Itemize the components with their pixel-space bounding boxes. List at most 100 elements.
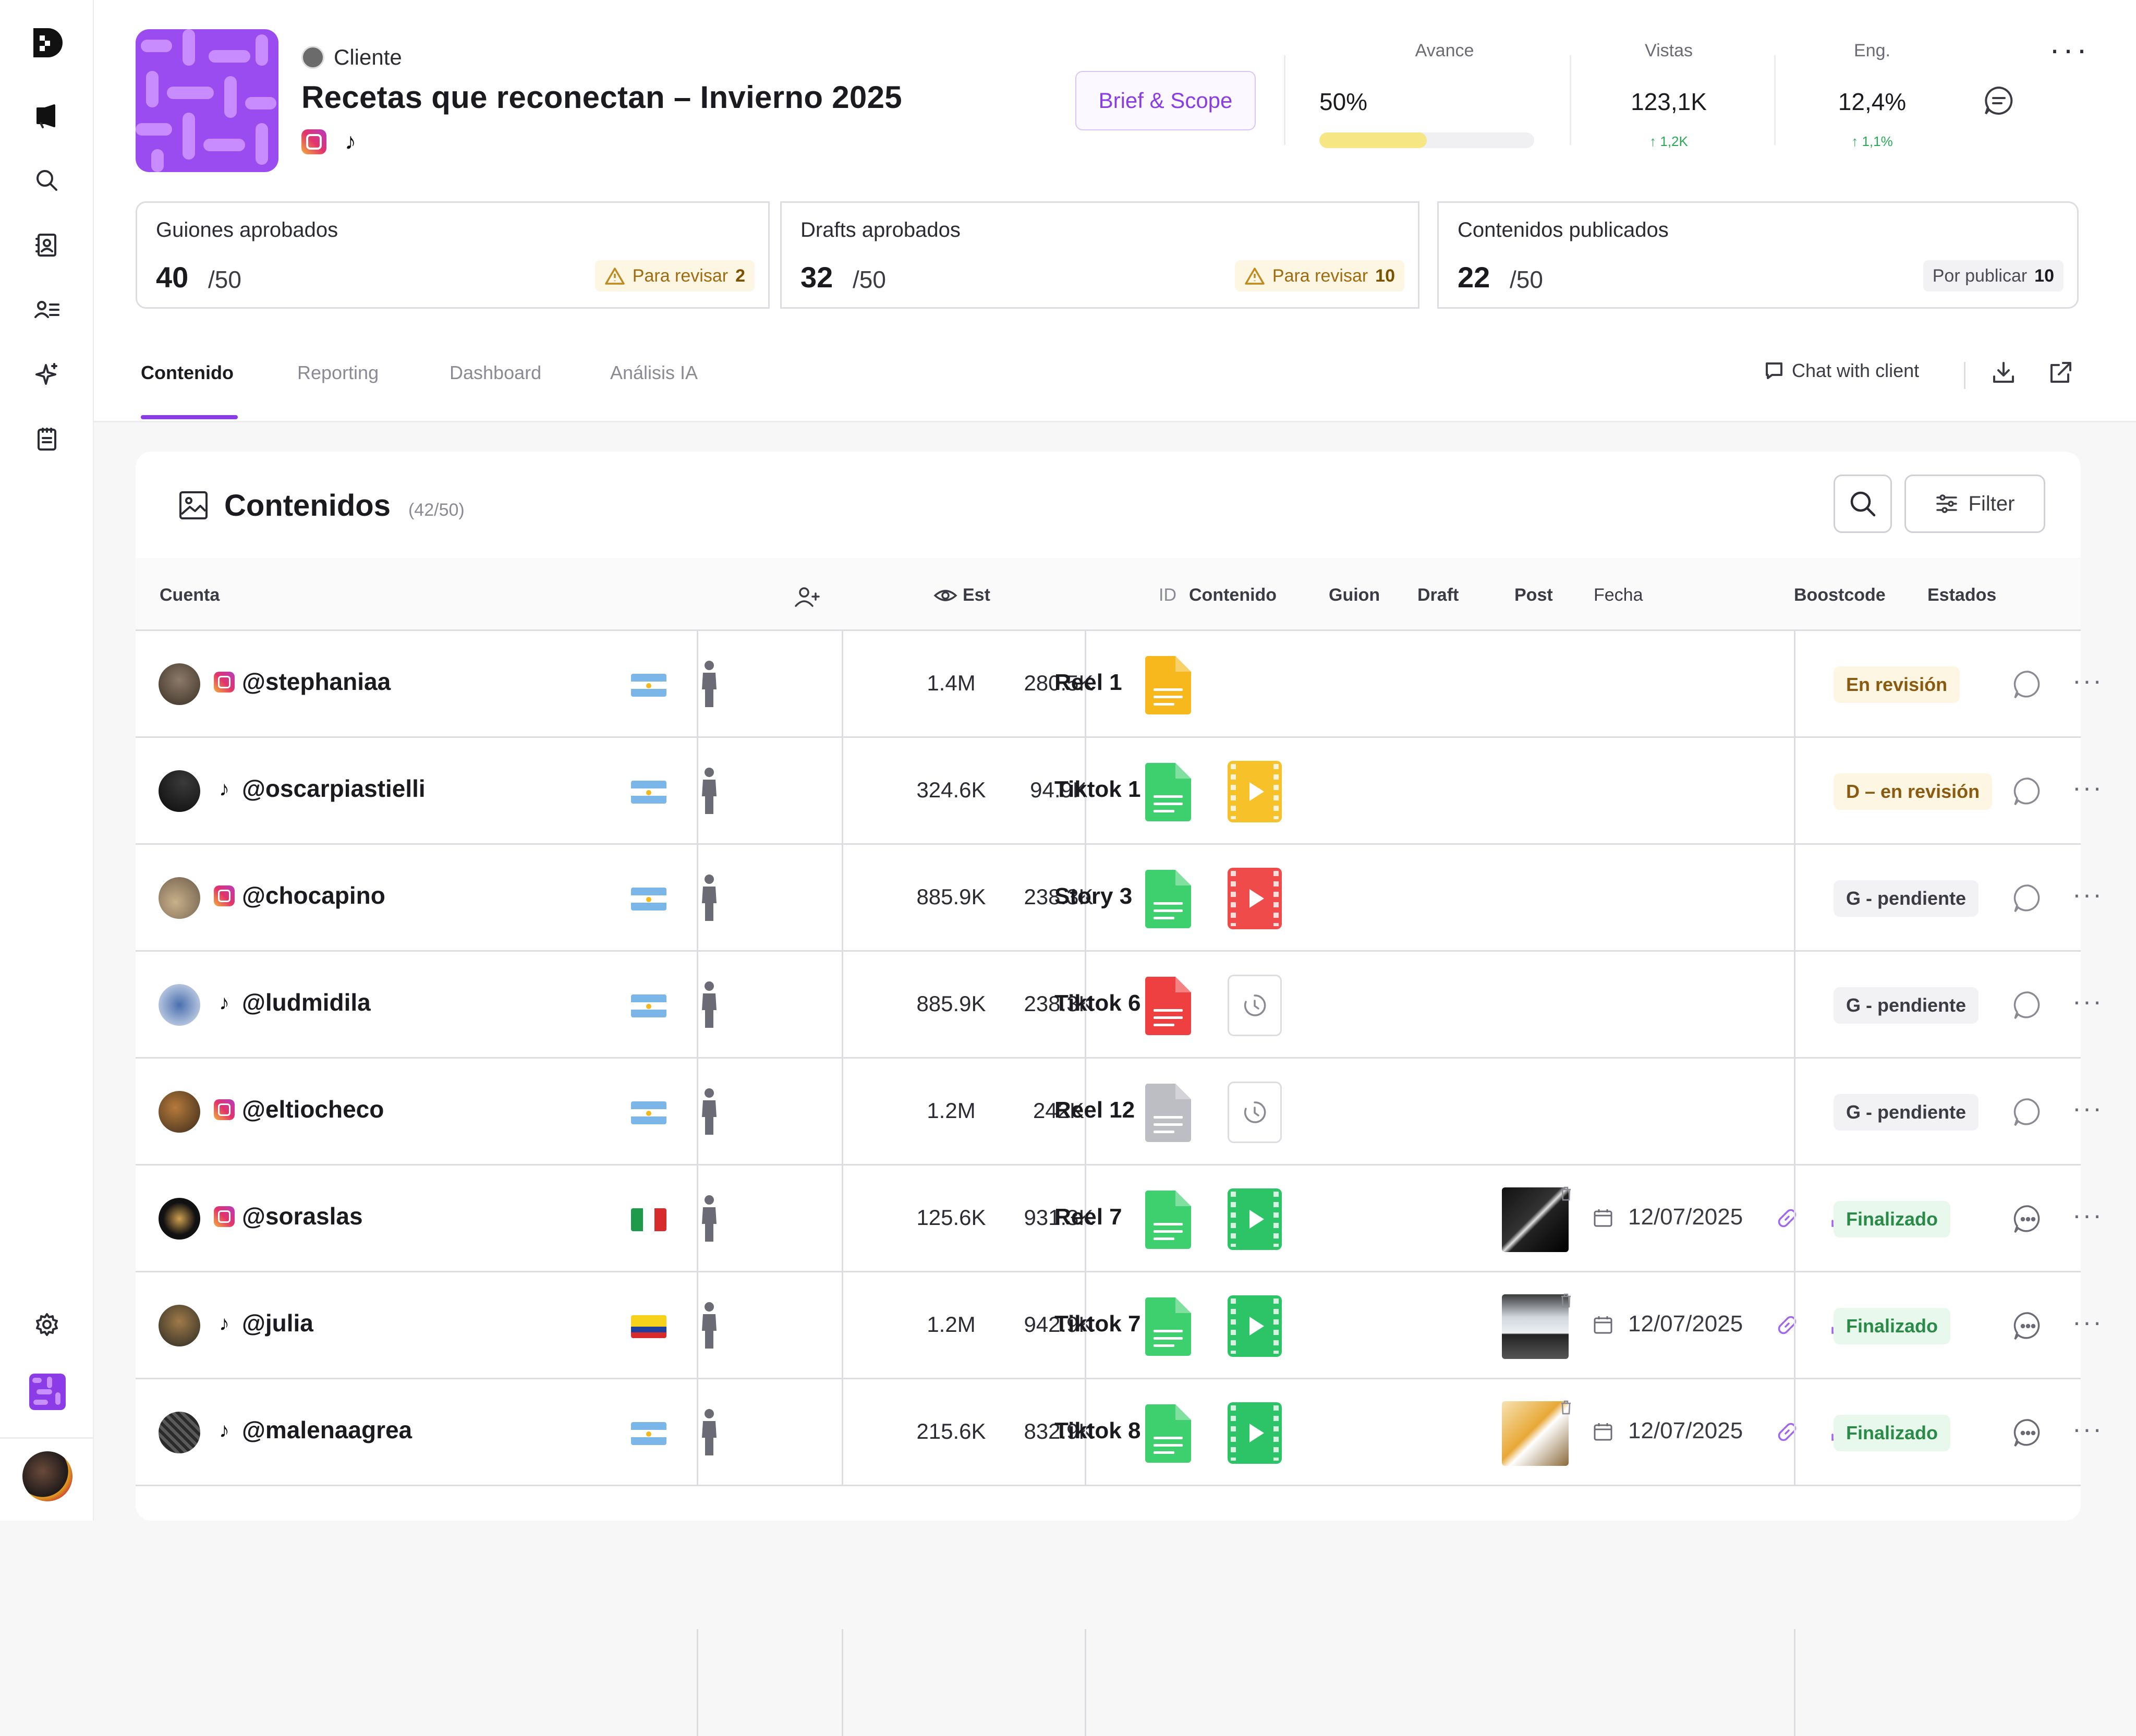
content-name[interactable]: Reel 7 — [1054, 1204, 1122, 1230]
content-name[interactable]: Reel 12 — [1054, 1097, 1135, 1123]
draft-video-icon[interactable] — [1228, 1402, 1282, 1464]
link-icon[interactable] — [1775, 1420, 1799, 1444]
clipboard-icon[interactable] — [32, 424, 62, 454]
account-handle[interactable]: @soraslas — [242, 1203, 363, 1230]
gear-icon[interactable] — [32, 1310, 62, 1339]
stage-guiones[interactable]: Guiones aprobados 40 /50 Para revisar 2 — [136, 201, 770, 309]
comment-empty-icon[interactable] — [2013, 776, 2043, 807]
trash-icon[interactable] — [1559, 1292, 1573, 1308]
content-name[interactable]: Tiktok 6 — [1054, 990, 1141, 1016]
guion-doc-icon[interactable] — [1143, 654, 1193, 715]
account-avatar[interactable] — [159, 1198, 200, 1240]
col-id[interactable]: ID — [1159, 585, 1176, 605]
guion-doc-icon[interactable] — [1143, 868, 1193, 929]
status-badge[interactable]: G - pendiente — [1834, 1094, 1979, 1131]
guion-doc-icon[interactable] — [1143, 761, 1193, 822]
draft-video-icon[interactable] — [1228, 1188, 1282, 1250]
trash-icon[interactable] — [1559, 1185, 1573, 1201]
account-avatar[interactable] — [159, 1412, 200, 1453]
row-more-icon[interactable]: ··· — [2072, 1414, 2103, 1443]
content-name[interactable]: Tiktok 1 — [1054, 776, 1141, 802]
app-logo[interactable] — [29, 25, 65, 60]
download-icon[interactable] — [1990, 359, 2017, 386]
users-list-icon[interactable] — [32, 295, 62, 324]
tab-contenido[interactable]: Contenido — [141, 362, 234, 383]
comment-empty-icon[interactable] — [2013, 670, 2043, 700]
tab-analisis-ia[interactable]: Análisis IA — [610, 362, 698, 383]
content-name[interactable]: Tiktok 8 — [1054, 1418, 1141, 1443]
account-handle[interactable]: @malenaagrea — [242, 1416, 412, 1443]
draft-video-icon[interactable] — [1228, 1295, 1282, 1357]
chat-with-client-button[interactable]: Chat with client — [1764, 360, 1919, 382]
account-handle[interactable]: @eltiocheco — [242, 1096, 384, 1123]
sparkle-icon[interactable] — [32, 360, 62, 389]
tab-reporting[interactable]: Reporting — [297, 362, 379, 383]
draft-video-icon[interactable] — [1228, 761, 1282, 822]
contacts-icon[interactable] — [32, 230, 62, 260]
row-more-icon[interactable]: ··· — [2072, 1200, 2103, 1230]
chat-bubble-icon[interactable] — [1983, 84, 2015, 117]
col-cuenta[interactable]: Cuenta — [160, 585, 220, 605]
post-thumbnail[interactable] — [1502, 1187, 1569, 1252]
status-badge[interactable]: En revisión — [1834, 666, 1960, 703]
draft-pending[interactable] — [1228, 975, 1282, 1036]
draft-pending[interactable] — [1228, 1082, 1282, 1143]
review-badge[interactable]: Para revisar 10 — [1234, 260, 1404, 292]
draft-video-icon[interactable] — [1228, 868, 1282, 929]
tab-dashboard[interactable]: Dashboard — [450, 362, 542, 383]
row-more-icon[interactable]: ··· — [2072, 666, 2103, 695]
row-more-icon[interactable]: ··· — [2072, 987, 2103, 1016]
status-badge[interactable]: D – en revisión — [1834, 773, 1993, 810]
workspace-logo[interactable] — [29, 1374, 66, 1410]
more-options-icon[interactable]: ··· — [2049, 32, 2090, 67]
post-thumbnail[interactable] — [1502, 1294, 1569, 1359]
col-estados[interactable]: Estados — [1927, 585, 1997, 605]
account-handle[interactable]: @stephaniaa — [242, 668, 391, 695]
comment-empty-icon[interactable] — [2013, 883, 2043, 914]
col-draft[interactable]: Draft — [1417, 585, 1459, 605]
col-guion[interactable]: Guion — [1329, 585, 1380, 605]
search-button[interactable] — [1834, 475, 1892, 533]
status-badge[interactable]: Finalizado — [1834, 1415, 1951, 1451]
account-avatar[interactable] — [159, 984, 200, 1026]
guion-doc-icon[interactable] — [1143, 1295, 1193, 1357]
account-avatar[interactable] — [159, 877, 200, 919]
content-name[interactable]: Story 3 — [1054, 883, 1133, 909]
col-followers[interactable] — [794, 585, 821, 613]
col-est[interactable]: Est — [933, 585, 990, 605]
account-avatar[interactable] — [159, 1091, 200, 1133]
content-name[interactable]: Tiktok 7 — [1054, 1311, 1141, 1337]
comments-icon[interactable] — [2013, 1418, 2043, 1448]
row-more-icon[interactable]: ··· — [2072, 880, 2103, 909]
account-avatar[interactable] — [159, 1305, 200, 1346]
guion-doc-icon[interactable] — [1143, 1188, 1193, 1250]
row-more-icon[interactable]: ··· — [2072, 773, 2103, 802]
comment-empty-icon[interactable] — [2013, 1097, 2043, 1127]
review-badge[interactable]: Para revisar 2 — [594, 260, 755, 292]
publish-badge[interactable]: Por publicar 10 — [1923, 260, 2064, 292]
filter-button[interactable]: Filter — [1904, 475, 2045, 533]
status-badge[interactable]: Finalizado — [1834, 1201, 1951, 1237]
status-badge[interactable]: Finalizado — [1834, 1308, 1951, 1344]
share-icon[interactable] — [2047, 359, 2074, 386]
user-avatar[interactable] — [21, 1450, 74, 1503]
col-post[interactable]: Post — [1514, 585, 1553, 605]
status-badge[interactable]: G - pendiente — [1834, 880, 1979, 917]
account-avatar[interactable] — [159, 663, 200, 705]
row-more-icon[interactable]: ··· — [2072, 1307, 2103, 1337]
guion-doc-icon[interactable] — [1143, 1402, 1193, 1464]
content-name[interactable]: Reel 1 — [1054, 670, 1122, 695]
link-icon[interactable] — [1775, 1313, 1799, 1337]
stage-drafts[interactable]: Drafts aprobados 32 /50 Para revisar 10 — [780, 201, 1419, 309]
megaphone-icon[interactable] — [32, 101, 62, 130]
link-icon[interactable] — [1775, 1206, 1799, 1230]
comments-icon[interactable] — [2013, 1204, 2043, 1234]
account-handle[interactable]: @julia — [242, 1309, 313, 1337]
comment-empty-icon[interactable] — [2013, 990, 2043, 1021]
